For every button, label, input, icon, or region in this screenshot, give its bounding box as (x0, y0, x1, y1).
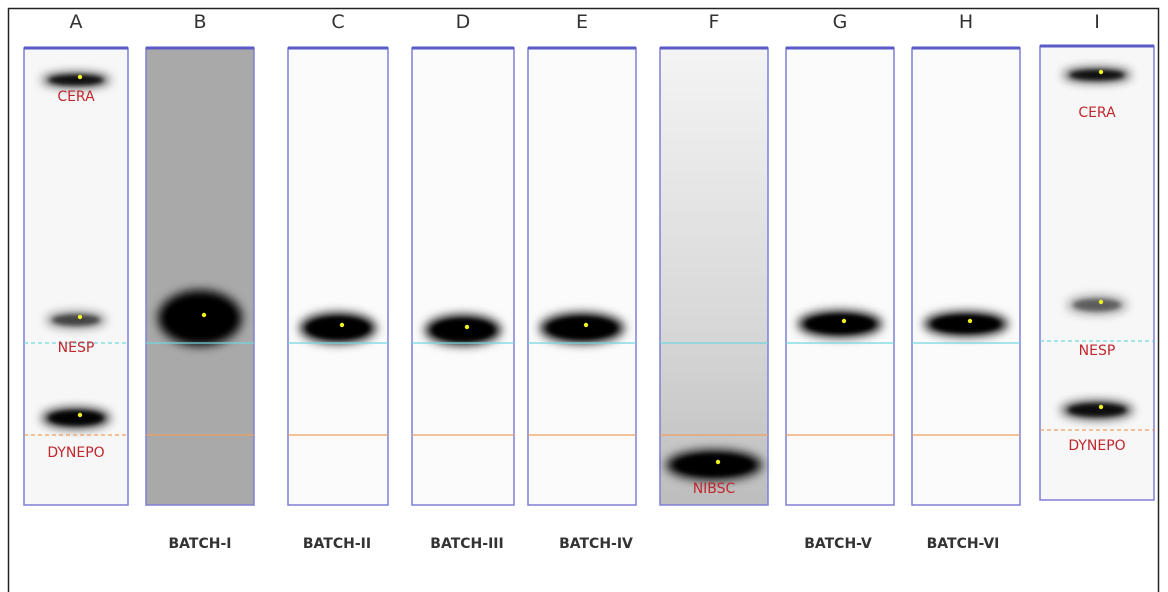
band-dot (201, 312, 207, 318)
lane-letter: G (833, 11, 848, 33)
band-core (52, 314, 100, 326)
lane (23, 47, 129, 506)
band-dot (583, 322, 589, 328)
band-dot (841, 318, 847, 324)
lane (527, 47, 637, 506)
band-dot (77, 412, 83, 418)
band-dot (77, 314, 83, 320)
band-core (48, 411, 104, 425)
band-core (932, 315, 1000, 333)
lane-letter: A (70, 11, 83, 33)
lane-letter: C (331, 11, 344, 33)
batch-label: BATCH-I (169, 536, 232, 552)
lane-letter: B (193, 11, 206, 33)
band-dot (1098, 69, 1104, 75)
band-dot (464, 324, 470, 330)
band-label: NESP (58, 340, 95, 356)
band-core (1069, 70, 1125, 80)
lane-letter: H (959, 11, 973, 33)
band-dot (1098, 299, 1104, 305)
lane (659, 47, 769, 506)
batch-label: BATCH-IV (559, 536, 633, 552)
band-core (548, 317, 616, 339)
band-core (675, 454, 753, 476)
lane (411, 47, 515, 506)
frame (7, 7, 1160, 592)
band-core (166, 298, 234, 338)
lane (145, 47, 255, 506)
lane (1039, 45, 1155, 501)
band-label: DYNEPO (1068, 438, 1125, 454)
batch-label: BATCH-III (430, 536, 503, 552)
band-dot (967, 318, 973, 324)
band-label: CERA (1078, 105, 1116, 121)
band-core (1068, 403, 1126, 417)
lane-letter: E (576, 11, 588, 33)
band-dot (1098, 404, 1104, 410)
lane-letter: F (709, 11, 720, 33)
band-core (48, 75, 104, 85)
lane-letter: D (456, 11, 471, 33)
band-dot (715, 459, 721, 465)
batch-label: BATCH-VI (927, 536, 1000, 552)
band-dot (339, 322, 345, 328)
band-dot (77, 74, 83, 80)
batch-label: BATCH-V (804, 536, 872, 552)
band-label: DYNEPO (47, 445, 104, 461)
band-core (307, 317, 369, 339)
band-label: NIBSC (693, 481, 736, 497)
lanes: A CERA NESP DYNEPO B BATCH-I C BATCH-II D BATCH-I… (23, 11, 1155, 552)
lane (785, 47, 895, 506)
batch-label: BATCH-II (303, 536, 371, 552)
band-core (432, 319, 494, 341)
lane (287, 47, 389, 506)
lane (911, 47, 1021, 506)
band-core (1073, 298, 1121, 312)
band-label: NESP (1079, 343, 1116, 359)
band-core (806, 314, 874, 334)
band-label: CERA (57, 89, 95, 105)
lane-letter: I (1094, 11, 1100, 33)
